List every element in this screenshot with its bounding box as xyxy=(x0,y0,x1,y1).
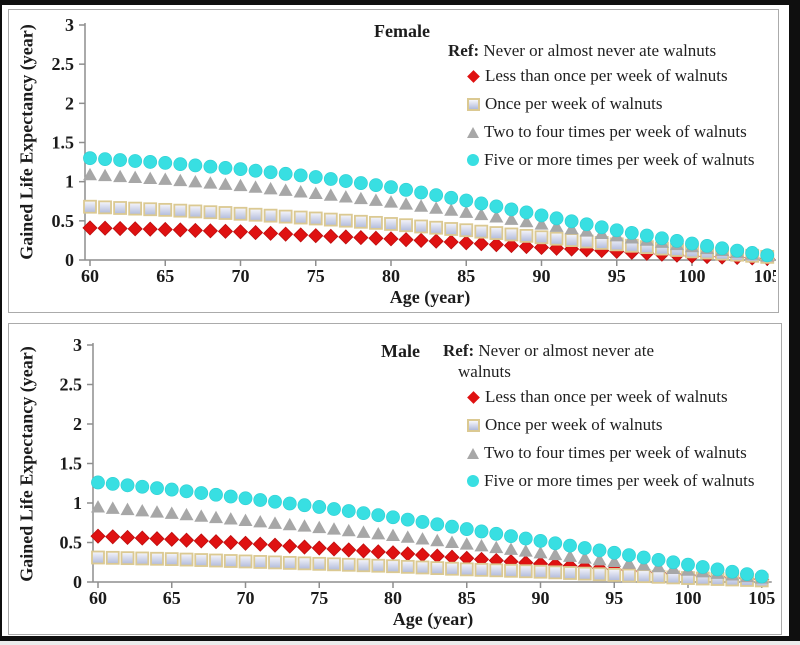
x-tick-label: 80 xyxy=(382,266,400,286)
x-tick-label: 105 xyxy=(748,588,775,608)
x-tick-label: 90 xyxy=(532,588,550,608)
y-tick-label: 2 xyxy=(73,414,82,434)
axes: 0 0.5 1 1.5 2 2.5 3 60 65 70 75 80 85 90 95 100 105 xyxy=(60,335,776,608)
series-circle xyxy=(83,151,775,263)
x-tick-label: 100 xyxy=(679,266,706,286)
legend-item-triangle: Two to four times per week of walnuts xyxy=(467,122,755,142)
y-tick-label: 2 xyxy=(65,93,74,113)
female-chart-title: Female xyxy=(374,21,430,41)
x-tick-label: 90 xyxy=(533,266,551,286)
y-tick-label: 2.5 xyxy=(52,54,75,74)
series-circle xyxy=(91,475,769,584)
triangle-marker-icon xyxy=(467,126,479,138)
x-tick-label: 80 xyxy=(384,588,402,608)
square-marker-icon xyxy=(467,97,480,111)
y-tick-label: 1.5 xyxy=(60,454,83,474)
legend-item-circle: Five or more times per week of walnuts xyxy=(467,471,755,491)
circle-marker-icon xyxy=(467,154,479,166)
x-tick-label: 70 xyxy=(237,588,255,608)
diamond-marker-icon xyxy=(467,390,480,404)
y-tick-label: 0 xyxy=(65,250,74,270)
legend-item-square: Once per week of walnuts xyxy=(467,415,755,435)
female-scatter-plot: 0 0.5 1 1.5 2 2.5 3 60 65 70 75 80 85 90 95 100 105 xyxy=(52,15,776,286)
y-tick-label: 3 xyxy=(73,335,82,355)
y-tick-label: 1 xyxy=(65,172,74,192)
x-tick-label: 75 xyxy=(310,588,328,608)
x-tick-label: 75 xyxy=(307,266,325,286)
bottom-strip xyxy=(0,641,800,645)
x-tick-label: 70 xyxy=(232,266,250,286)
series-diamond xyxy=(82,220,775,266)
legend-item-diamond: Less than once per week of walnuts xyxy=(467,387,755,407)
chart-panel-male: 0 0.5 1 1.5 2 2.5 3 60 65 70 75 80 85 90 95 100 105 Gain… xyxy=(8,323,782,635)
legend-item-label: Five or more times per week of walnuts xyxy=(484,471,755,490)
legend-item-label: Five or more times per week of walnuts xyxy=(484,150,755,169)
series-square xyxy=(91,550,769,588)
x-tick-label: 100 xyxy=(675,588,702,608)
legend-reference: Ref: Never or almost never ate walnuts xyxy=(448,41,717,60)
male-scatter-plot: 0 0.5 1 1.5 2 2.5 3 60 65 70 75 80 85 90 95 100 105 xyxy=(60,335,776,608)
legend-item-square: Once per week of walnuts xyxy=(467,94,755,114)
x-tick-label: 60 xyxy=(81,266,99,286)
male-x-axis-title: Age (year) xyxy=(392,609,474,629)
legend-item-diamond: Less than once per week of walnuts xyxy=(467,66,755,86)
x-tick-label: 95 xyxy=(608,266,626,286)
series-square xyxy=(83,199,775,264)
male-chart-title: Male xyxy=(381,341,420,361)
chart-panel-female: 0 0.5 1 1.5 2 2.5 3 60 65 70 75 80 85 90 95 100 105 Gain… xyxy=(8,9,779,313)
legend-reference: Ref: Never or almost never ate walnuts xyxy=(443,341,654,381)
y-tick-label: 2.5 xyxy=(60,375,83,395)
y-tick-label: 1.5 xyxy=(52,133,75,153)
x-tick-label: 105 xyxy=(754,266,776,286)
x-tick-label: 65 xyxy=(163,588,181,608)
female-legend: Ref: Never or almost never ate walnuts Le… xyxy=(448,40,755,178)
y-tick-label: 0 xyxy=(73,572,82,592)
female-x-axis-title: Age (year) xyxy=(389,287,471,307)
legend-item-label: Once per week of walnuts xyxy=(485,94,663,113)
legend-item-label: Once per week of walnuts xyxy=(485,415,663,434)
legend-item-label: Two to four times per week of walnuts xyxy=(484,443,747,462)
x-tick-label: 95 xyxy=(605,588,623,608)
legend-item-label: Less than once per week of walnuts xyxy=(485,66,728,85)
x-tick-label: 85 xyxy=(458,588,476,608)
triangle-marker-icon xyxy=(467,447,479,459)
y-tick-label: 1 xyxy=(73,493,82,513)
legend-item-label: Two to four times per week of walnuts xyxy=(484,122,747,141)
x-tick-label: 65 xyxy=(156,266,174,286)
male-y-axis-title: Gained Life Expectancy (year) xyxy=(16,346,37,582)
legend-item-label: Less than once per week of walnuts xyxy=(485,387,728,406)
legend-item-circle: Five or more times per week of walnuts xyxy=(467,150,755,170)
diamond-marker-icon xyxy=(467,69,480,83)
legend-item-triangle: Two to four times per week of walnuts xyxy=(467,443,755,463)
y-tick-label: 3 xyxy=(65,15,74,35)
x-tick-label: 60 xyxy=(89,588,107,608)
male-legend: Ref: Never or almost never ate walnuts Les… xyxy=(443,340,755,499)
female-y-axis-title: Gained Life Expectancy (year) xyxy=(16,24,37,260)
x-tick-label: 85 xyxy=(457,266,475,286)
y-tick-label: 0.5 xyxy=(52,211,75,231)
square-marker-icon xyxy=(467,418,480,432)
circle-marker-icon xyxy=(467,475,479,487)
y-tick-label: 0.5 xyxy=(60,533,83,553)
axes: 0 0.5 1 1.5 2 2.5 3 60 65 70 75 80 85 90 95 100 105 xyxy=(52,15,776,286)
